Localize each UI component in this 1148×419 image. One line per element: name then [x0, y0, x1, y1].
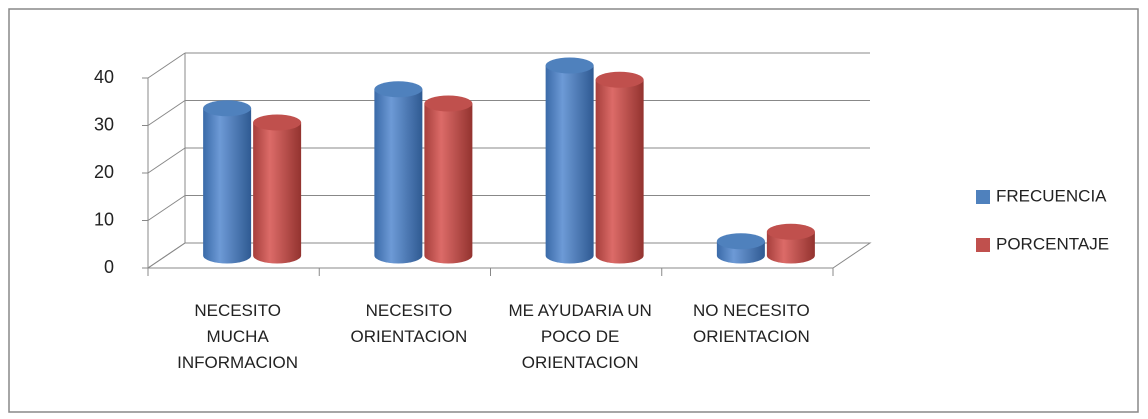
- chart-border: [8, 8, 1139, 413]
- bar-body: [766, 231, 815, 264]
- bar-cap: [253, 114, 302, 131]
- bar: [766, 223, 815, 264]
- bar-body: [203, 108, 252, 264]
- legend-label: FRECUENCIA: [996, 186, 1107, 205]
- bar-body: [374, 89, 423, 264]
- legend-swatch: [976, 238, 990, 252]
- bar: [203, 100, 252, 264]
- y-tick-label: 20: [94, 162, 114, 182]
- bar-cap: [203, 100, 252, 117]
- grid-line-side: [147, 147, 186, 174]
- bar-cap: [545, 57, 594, 74]
- bar-body: [424, 103, 473, 264]
- x-tick-label: ME AYUDARIA UN POCO DE ORIENTACION: [508, 301, 652, 372]
- bar: [424, 95, 473, 264]
- legend-swatch: [976, 190, 990, 204]
- y-tick-label: 30: [94, 114, 114, 134]
- x-tick-label: NECESITO ORIENTACION: [350, 301, 468, 346]
- bar-cap: [424, 95, 473, 112]
- y-tick-label: 0: [104, 257, 114, 277]
- x-tick-label: NO NECESITO ORIENTACION: [692, 301, 810, 346]
- grid-line-side: [147, 195, 186, 221]
- bar: [374, 81, 423, 264]
- grid-line-side: [147, 100, 186, 126]
- bar-body: [595, 79, 644, 264]
- grid-line-side: [147, 242, 186, 269]
- legend-label: PORCENTAJE: [996, 234, 1109, 253]
- bar-cap: [716, 233, 765, 250]
- y-tick-label: 10: [94, 209, 114, 229]
- bar: [545, 57, 594, 264]
- bar: [595, 71, 644, 264]
- bar: [716, 233, 765, 264]
- bar-cap: [766, 223, 815, 240]
- bar-body: [253, 122, 302, 264]
- bar-cap: [595, 71, 644, 88]
- grid-line-side: [147, 52, 186, 79]
- bar-body: [545, 65, 594, 264]
- bar: [253, 114, 302, 264]
- bar-cap: [374, 81, 423, 98]
- x-tick-label: NECESITO MUCHA INFORMACION: [177, 301, 299, 372]
- y-tick-label: 40: [94, 67, 114, 87]
